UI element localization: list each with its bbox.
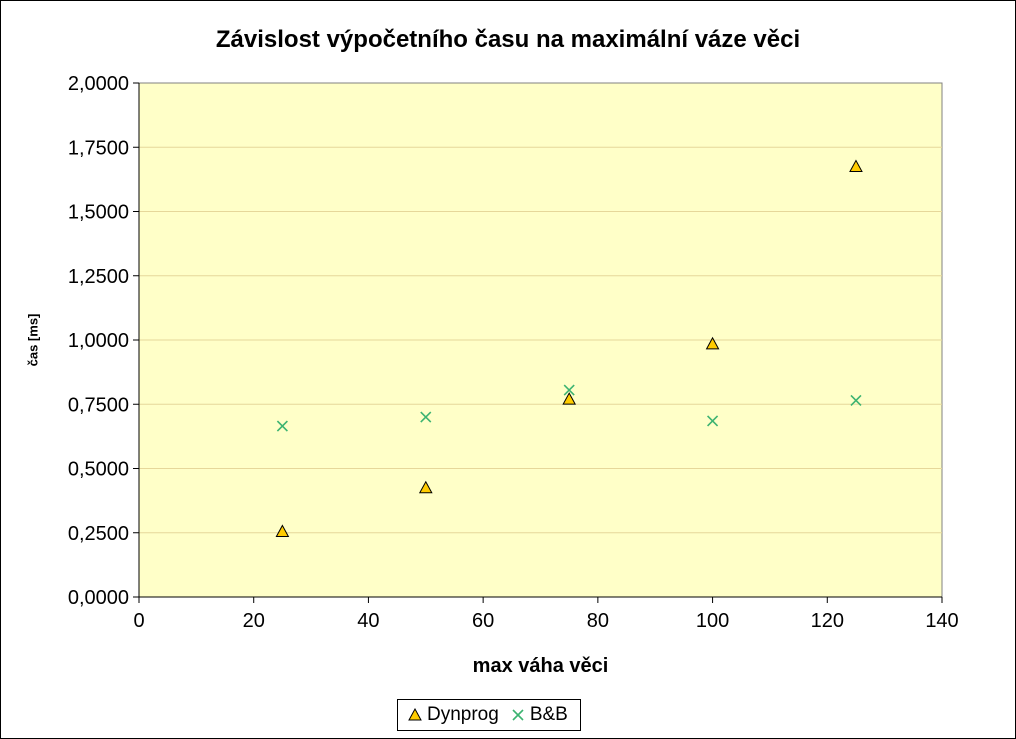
x-tick-label: 100 [696,610,729,632]
x-marker-icon [512,709,524,721]
y-axis-label: čas [ms] [25,313,41,367]
legend-item-bb: B&B [511,704,568,726]
x-axis-label: max váha věci [472,655,609,677]
series-dynprog-point [562,392,577,405]
legend-label-dynprog: Dynprog [427,704,499,725]
series-b-b-point [850,394,862,406]
y-tick-label: 0,7500 [68,394,129,416]
y-tick-label: 1,5000 [68,202,129,224]
x-tick-label: 0 [133,610,144,632]
x-tick-label: 40 [357,610,379,632]
x-tick-label: 140 [925,610,958,632]
series-b-b-point [276,420,288,432]
series-b-b-point [707,415,719,427]
y-tick-label: 0,2500 [68,523,129,545]
series-dynprog-point [705,336,720,350]
legend-label-bb: B&B [529,704,568,725]
series-dynprog-point [275,524,290,537]
y-tick-label: 1,7500 [68,137,129,159]
triangle-marker-icon [408,708,422,721]
y-tick-label: 2,0000 [68,73,129,95]
x-tick-label: 60 [472,610,494,632]
y-tick-label: 1,0000 [68,330,129,352]
legend-item-dynprog: Dynprog [408,704,499,726]
series-dynprog-point [849,159,863,173]
series-b-b-point [563,384,575,396]
y-tick-label: 0,0000 [68,587,129,609]
y-tick-label: 1,2500 [68,266,129,288]
chart-title: Závislost výpočetního času na maximální … [215,26,801,53]
legend: Dynprog B&B [397,699,581,731]
y-tick-label: 0,5000 [68,459,129,481]
x-tick-label: 80 [587,610,609,632]
x-tick-label: 20 [243,610,265,632]
series-b-b-point [420,411,432,423]
series-dynprog-point [418,480,433,494]
x-tick-label: 120 [811,610,844,632]
